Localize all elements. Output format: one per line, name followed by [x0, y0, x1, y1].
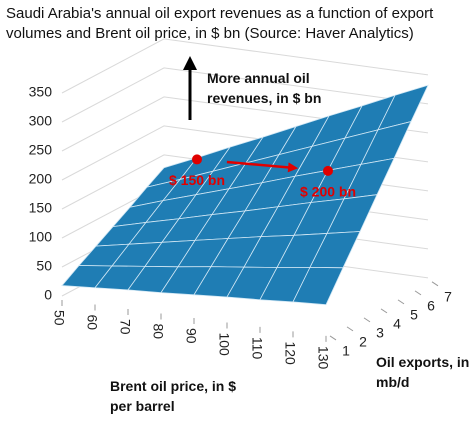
y-tick	[329, 335, 337, 341]
y-tick	[363, 317, 371, 323]
z-tick-label: 300	[29, 113, 53, 129]
x-tick-label: 90	[183, 328, 199, 344]
z-tick-label: 100	[29, 229, 53, 245]
y-tick	[414, 290, 422, 296]
x-axis-title: Brent oil price, in $ per barrel	[110, 378, 237, 414]
x-tick-label: 100	[216, 332, 232, 356]
y-tick	[380, 308, 388, 314]
marker-label: $ 200 bn	[300, 184, 356, 200]
x-tick-label: 120	[282, 341, 298, 365]
x-tick-label: 130	[315, 346, 331, 370]
grid-line	[61, 38, 429, 94]
y-tick	[431, 281, 439, 287]
y-tick-label: 4	[393, 316, 401, 332]
marker-arrow	[226, 160, 293, 169]
z-tick-label: 250	[29, 142, 53, 158]
z-tick-label: 0	[44, 287, 52, 303]
annotation: More annual oil revenues, in $ bn	[207, 70, 322, 106]
marker-label: $ 150 bn	[169, 172, 225, 188]
x-tick-label: 70	[117, 319, 133, 335]
y-axis-title: Oil exports, in mb/d	[376, 354, 470, 390]
y-tick	[346, 326, 354, 332]
z-tick-label: 200	[29, 171, 53, 187]
x-tick-label: 80	[150, 323, 166, 339]
y-tick-label: 6	[427, 298, 435, 314]
y-tick-label: 7	[444, 289, 452, 305]
y-tick-label: 2	[359, 334, 367, 350]
annotation-arrow-head	[183, 56, 197, 70]
chart-title: Saudi Arabia's annual oil export revenue…	[6, 5, 434, 42]
marker	[323, 165, 333, 176]
x-tick-label: 50	[51, 310, 67, 326]
marker-arrow-head	[287, 162, 299, 173]
y-tick-label: 1	[342, 343, 350, 359]
y-tick-label: 5	[410, 307, 418, 323]
x-tick-label: 60	[84, 314, 100, 330]
y-tick	[397, 299, 405, 305]
z-tick-label: 350	[29, 84, 53, 100]
y-tick-label: 3	[376, 325, 384, 341]
surface-cell	[292, 266, 344, 306]
x-tick-label: 110	[249, 337, 265, 360]
z-tick-label: 150	[29, 200, 53, 216]
marker	[192, 154, 202, 165]
grid-line	[61, 67, 429, 123]
z-tick-label: 50	[36, 258, 52, 274]
